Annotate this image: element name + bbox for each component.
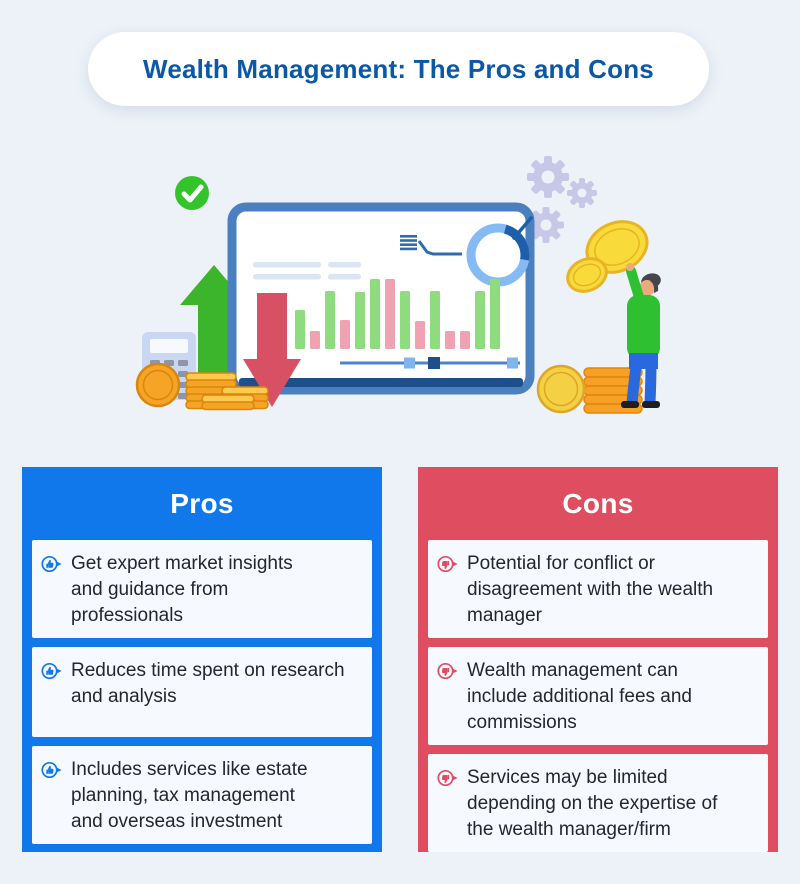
bar xyxy=(355,292,365,349)
pros-column: Pros Get expert market insights and guid… xyxy=(22,467,382,852)
bar xyxy=(415,321,425,349)
text-placeholder-lines xyxy=(253,262,361,280)
cons-item-text: Potential for conflict or disagreement w… xyxy=(467,553,714,626)
gears-icon xyxy=(527,156,597,243)
bar xyxy=(475,291,485,349)
thumbs-up-circle-icon xyxy=(41,555,62,573)
bar xyxy=(370,279,380,349)
bar xyxy=(295,310,305,349)
cons-title: Cons xyxy=(562,487,634,519)
bar xyxy=(325,291,335,349)
list-icon xyxy=(400,235,417,251)
check-circle-icon xyxy=(175,176,209,210)
pros-item: Includes services like estate planning, … xyxy=(32,746,372,844)
bar xyxy=(490,279,500,349)
bar xyxy=(430,291,440,349)
pros-item-text: Includes services like estate planning, … xyxy=(71,759,308,832)
illustration xyxy=(0,135,800,445)
thumbs-up-circle-icon xyxy=(41,662,62,680)
bar xyxy=(445,331,455,349)
pros-item: Get expert market insights and guidance … xyxy=(32,540,372,638)
monitor-base xyxy=(239,378,523,387)
illustration-graphic xyxy=(135,156,661,414)
bar xyxy=(385,279,395,349)
cons-item: Wealth management can include additional… xyxy=(428,647,768,745)
cons-item-text: Services may be limited depending on the… xyxy=(467,767,718,840)
cons-item: Services may be limited depending on the… xyxy=(428,754,768,852)
title-pill: Wealth Management: The Pros and Cons xyxy=(88,32,709,106)
bar xyxy=(400,291,410,349)
pros-item-text: Get expert market insights and guidance … xyxy=(71,553,293,626)
down-arrow-icon xyxy=(243,293,301,407)
thumbs-down-circle-icon xyxy=(437,662,458,680)
thumbs-down-circle-icon xyxy=(437,769,458,787)
bar xyxy=(310,331,320,349)
bar-chart-graphic xyxy=(295,279,500,349)
cons-item-text: Wealth management can include additional… xyxy=(467,660,693,733)
pros-title: Pros xyxy=(170,487,234,519)
coins-icon xyxy=(135,362,269,411)
person-with-coin-graphic xyxy=(566,220,661,408)
page-title: Wealth Management: The Pros and Cons xyxy=(143,53,654,84)
slider-graphic xyxy=(340,357,520,369)
thumbs-up-circle-icon xyxy=(41,761,62,779)
pros-item-text: Reduces time spent on research and analy… xyxy=(71,660,345,707)
cons-item: Potential for conflict or disagreement w… xyxy=(428,540,768,638)
pros-item: Reduces time spent on research and analy… xyxy=(32,647,372,737)
connector-line xyxy=(417,240,462,256)
thumbs-down-circle-icon xyxy=(437,555,458,573)
monitor-chart-graphic xyxy=(227,202,535,395)
bar xyxy=(460,331,470,349)
bar xyxy=(340,320,350,349)
cons-column: Cons Potential for conflict or disagreem… xyxy=(418,467,778,852)
